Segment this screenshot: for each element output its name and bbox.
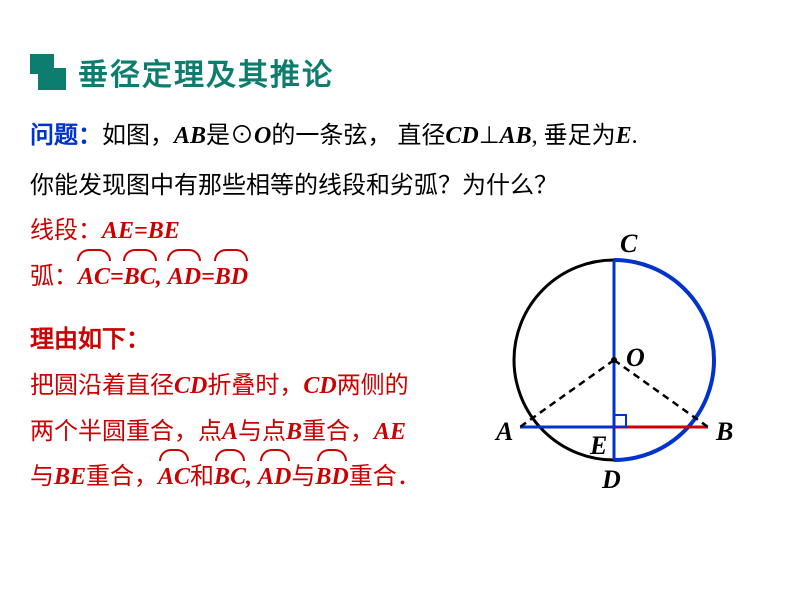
problem-ab: AB: [174, 123, 206, 149]
reason-p1: 把圆沿着直径CD折叠时，CD两侧的: [30, 364, 510, 410]
section-header: 垂径定理及其推论: [0, 0, 794, 94]
problem-line-2: 你能发现图中有那些相等的线段和劣弧？为什么？: [30, 164, 764, 210]
r1a: 把圆沿着直径: [30, 373, 174, 399]
segment-line: 线段：AE=BE: [30, 209, 510, 255]
arc-label: 弧：: [30, 264, 78, 290]
radius-oa-dashed: [520, 360, 614, 427]
arc-bd: BD: [215, 255, 248, 301]
problem-text-1e: 的一条弦， 直径: [271, 123, 445, 149]
r3e: 和: [190, 464, 214, 490]
label-o: O: [626, 343, 645, 372]
r3j: BD: [315, 455, 348, 501]
label-a: A: [494, 417, 513, 446]
r3k: 重合．: [349, 464, 421, 490]
problem-text-1i: , 垂足为: [532, 123, 616, 149]
r2a: 两个半圆重合，点: [30, 419, 222, 445]
arc-eq1: =: [110, 264, 124, 290]
r1e: 两侧的: [337, 373, 409, 399]
problem-line-1: 问题：如图，AB是⊙O的一条弦， 直径CD⊥AB, 垂足为E.: [30, 114, 764, 160]
r3c: 重合，: [86, 464, 158, 490]
problem-sep: ：: [78, 123, 102, 149]
reason-block: 理由如下： 把圆沿着直径CD折叠时，CD两侧的 两个半圆重合，点A与点B重合，A…: [30, 318, 510, 500]
seg-label: 线段：: [30, 218, 102, 244]
circle-diagram: C O A B E D: [474, 230, 754, 510]
reason-heading: 理由如下：: [30, 318, 510, 364]
header-title: 垂径定理及其推论: [78, 50, 334, 94]
label-e: E: [589, 431, 607, 460]
label-d: D: [601, 465, 621, 494]
r2b: A: [222, 419, 238, 445]
r1c: 折叠时，: [207, 373, 303, 399]
r2e: 重合，: [302, 419, 374, 445]
r2f: AE: [374, 419, 406, 445]
problem-text-1a: 如图，: [102, 123, 174, 149]
r3d: AC: [158, 455, 190, 501]
answers-block: 线段：AE=BE 弧：AC=BC, AD=BD 理由如下： 把圆沿着直径CD折叠…: [30, 209, 510, 501]
arc-ac: AC: [78, 255, 110, 301]
problem-ab2: AB: [500, 123, 532, 149]
problem-text-1c: 是⊙: [206, 123, 254, 149]
r2d: B: [286, 419, 302, 445]
r1b: CD: [174, 373, 207, 399]
r3g: ,: [246, 464, 252, 490]
arc-line: 弧：AC=BC, AD=BD: [30, 255, 510, 301]
label-c: C: [620, 230, 638, 258]
label-b: B: [715, 417, 733, 446]
reason-p3: 与BE重合，AC和BC, AD与BD重合．: [30, 455, 510, 501]
r2c: 与点: [238, 419, 286, 445]
problem-text-1k: .: [632, 123, 638, 149]
problem-perp: ⊥: [479, 123, 500, 149]
right-angle-marker: [614, 415, 626, 427]
problem-cd: CD: [445, 123, 478, 149]
problem-e: E: [616, 123, 632, 149]
center-point: [611, 357, 617, 363]
r3i: 与: [291, 464, 315, 490]
problem-label: 问题: [30, 123, 78, 149]
r3h: AD: [258, 455, 291, 501]
arc-comma: ,: [156, 264, 168, 290]
arc-bc: BC: [124, 255, 156, 301]
r3b: BE: [54, 464, 86, 490]
r1d: CD: [303, 373, 336, 399]
problem-o: O: [254, 123, 271, 149]
r3f: BC: [214, 455, 246, 501]
header-icon: [30, 54, 66, 90]
r3a: 与: [30, 464, 54, 490]
arc-ad: AD: [168, 255, 201, 301]
seg-eq: AE=BE: [102, 218, 180, 244]
arc-eq2: =: [201, 264, 215, 290]
